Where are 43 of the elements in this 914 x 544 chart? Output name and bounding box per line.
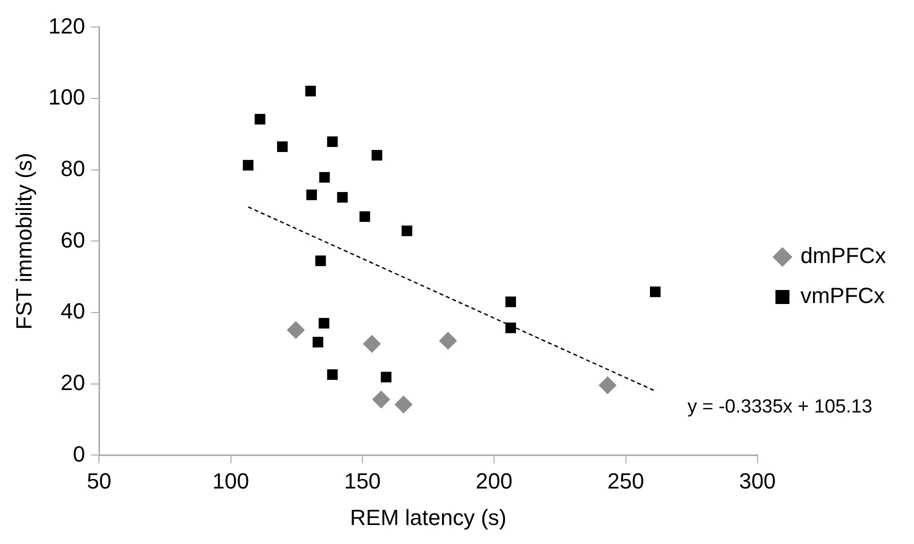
point (312, 336, 324, 348)
x-tick-label: 300 (739, 468, 776, 494)
y-tick-label: 120 (48, 13, 86, 38)
x-axis-title: REM latency (s) (350, 504, 507, 530)
point (337, 192, 348, 203)
y-tick-label: 40 (60, 298, 86, 324)
point (598, 376, 617, 394)
point (286, 321, 305, 340)
point (362, 334, 381, 353)
point (650, 286, 661, 298)
point (327, 136, 338, 147)
point (319, 172, 330, 183)
y-tick-label: 20 (60, 370, 86, 395)
x-tick-label: 150 (344, 468, 381, 494)
x-tick-label: 250 (607, 468, 644, 494)
point (315, 256, 326, 266)
legend-label: vmPFCx (800, 283, 885, 308)
legend-label: dmPFCx (800, 243, 886, 268)
y-tick-label: 100 (48, 84, 86, 110)
point (242, 160, 254, 171)
point (372, 390, 390, 409)
y-tick-label: 0 (72, 441, 86, 466)
point (380, 372, 392, 382)
point (505, 322, 516, 334)
point (505, 296, 516, 308)
x-tick-label: 100 (212, 468, 250, 494)
y-axis-title: FST immobility (s) (11, 152, 36, 330)
point (360, 211, 370, 222)
point (306, 190, 317, 200)
point (394, 396, 413, 414)
point (254, 114, 266, 125)
x-tick-label: 50 (86, 468, 112, 494)
point (318, 318, 330, 329)
point (305, 86, 316, 96)
y-tick-label: 80 (60, 156, 86, 181)
point (439, 332, 458, 350)
y-tick-label: 60 (60, 227, 86, 252)
annotation: y = -0.3335x + 105.13 (687, 396, 872, 418)
x-tick-label: 200 (476, 468, 512, 494)
point (372, 150, 382, 161)
point (277, 141, 288, 152)
point (327, 369, 338, 380)
point (402, 226, 412, 236)
